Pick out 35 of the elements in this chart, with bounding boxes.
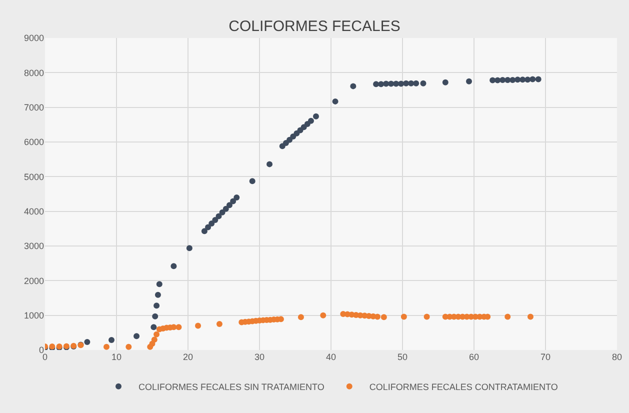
y-tick-label: 5000 — [24, 172, 44, 182]
y-tick-label: 6000 — [24, 137, 44, 148]
point — [103, 344, 110, 350]
y-tick-label: 4000 — [24, 206, 44, 216]
point — [400, 314, 407, 320]
legend-label: COLIFORMES FECALES CONTRATAMIENTO — [369, 382, 558, 392]
y-tick-label: 3000 — [24, 241, 44, 252]
y-tick-label: 9000 — [24, 33, 44, 44]
chart-title: COLIFORMES FECALES — [228, 18, 400, 36]
y-tick-label: 7000 — [24, 102, 44, 112]
x-tick-label: 30 — [254, 352, 265, 362]
x-tick-label: 60 — [468, 352, 480, 362]
y-tick-label: 2000 — [24, 276, 44, 286]
point — [126, 344, 132, 350]
point — [504, 314, 511, 320]
point — [216, 321, 222, 327]
y-tick-label: 1000 — [24, 310, 44, 320]
point — [154, 331, 160, 338]
point — [320, 312, 326, 318]
point — [424, 314, 430, 320]
y-tick-label: 8000 — [24, 68, 44, 78]
x-tick-label: 20 — [182, 352, 194, 362]
x-tick-label: 40 — [326, 352, 336, 362]
point — [176, 324, 182, 330]
point — [298, 314, 304, 320]
point — [380, 314, 387, 320]
legend-label: COLIFORMES FECALES SIN TRATAMIENTO — [138, 382, 324, 392]
x-tick-label: 70 — [540, 352, 551, 362]
x-tick-label: 50 — [397, 352, 408, 362]
point — [151, 336, 158, 343]
x-tick-label: 80 — [612, 352, 622, 362]
point — [195, 322, 202, 329]
y-tick-label: 0 — [38, 345, 44, 356]
x-tick-label: 10 — [111, 352, 122, 362]
point — [527, 314, 534, 320]
